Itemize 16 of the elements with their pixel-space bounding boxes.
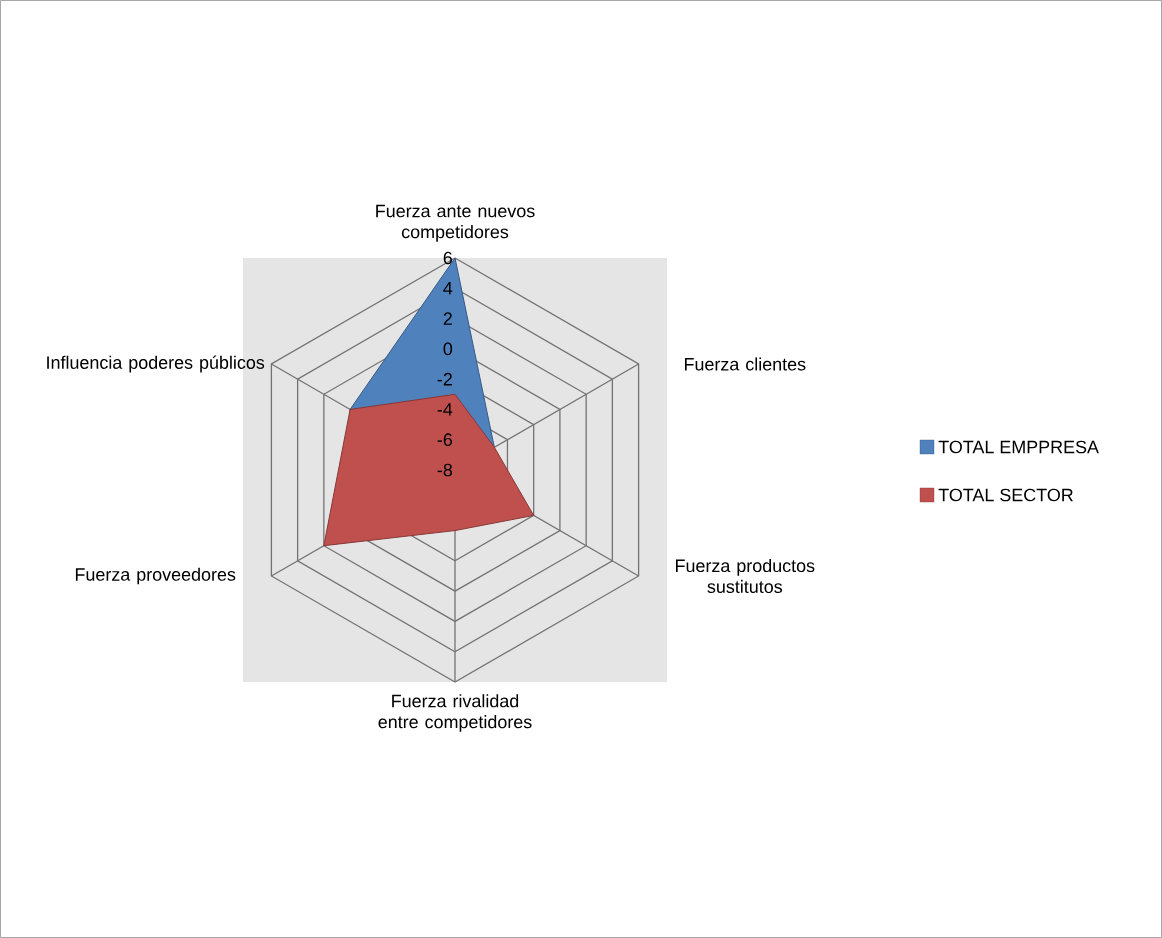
spoke-label: Influencia poderes públicos bbox=[47, 355, 265, 373]
y-tick-label: 6 bbox=[443, 251, 453, 265]
y-tick-label: 2 bbox=[443, 312, 452, 325]
spoke-label: Fuerza ante nuevos competidores bbox=[376, 204, 535, 242]
y-tick-label: -6 bbox=[437, 433, 453, 447]
legend-label: TOTAL EMPPRESA bbox=[938, 440, 1099, 454]
y-tick-label: -2 bbox=[437, 372, 452, 386]
y-tick-label: -4 bbox=[437, 403, 453, 416]
spoke-label: Fuerza clientes bbox=[684, 357, 806, 371]
y-tick-label: 0 bbox=[443, 342, 453, 356]
spoke-label: Fuerza productos sustitutos bbox=[676, 558, 815, 594]
spoke-label: Fuerza proveedores bbox=[75, 567, 236, 585]
y-tick-label: 4 bbox=[443, 282, 453, 295]
legend-label: TOTAL SECTOR bbox=[938, 488, 1073, 502]
y-tick-label: -8 bbox=[437, 463, 453, 477]
spoke-label: Fuerza rivalidad entre competidores bbox=[378, 694, 532, 732]
